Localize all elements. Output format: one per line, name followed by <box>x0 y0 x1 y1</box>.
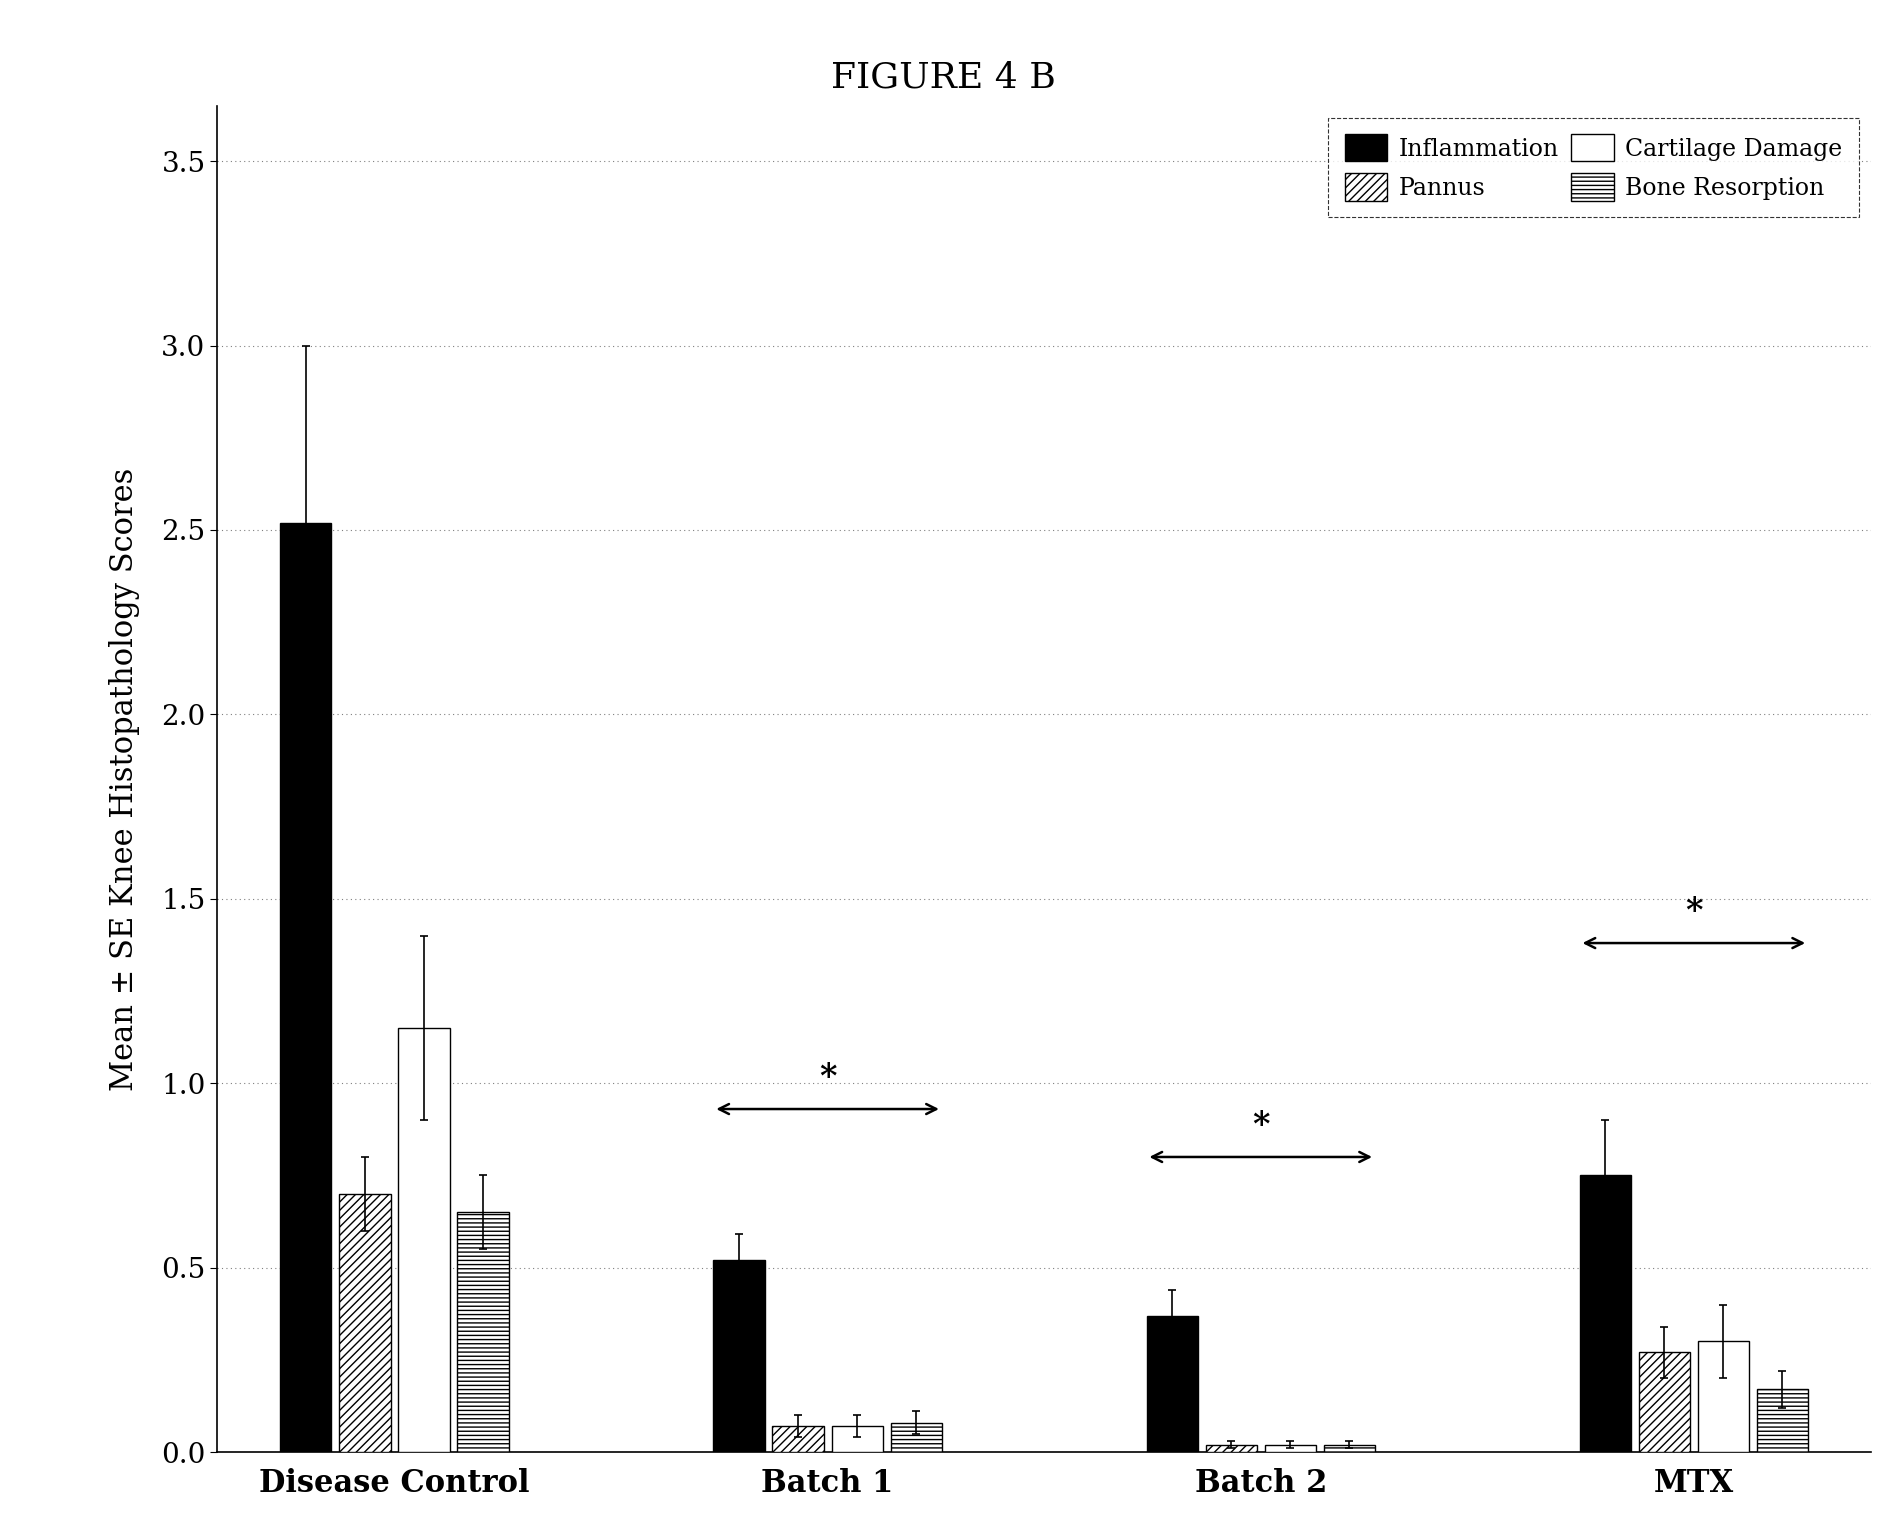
Text: FIGURE 4 B: FIGURE 4 B <box>830 61 1056 94</box>
Y-axis label: Mean ± SE Knee Histopathology Scores: Mean ± SE Knee Histopathology Scores <box>109 468 140 1090</box>
Bar <box>890 1423 941 1452</box>
Text: *: * <box>1684 895 1703 928</box>
Bar <box>1266 1444 1316 1452</box>
Bar <box>1147 1316 1198 1452</box>
Bar <box>1758 1390 1809 1452</box>
Text: *: * <box>819 1061 835 1095</box>
Bar <box>398 1028 449 1452</box>
Bar <box>713 1260 764 1452</box>
Bar <box>1639 1352 1690 1452</box>
Bar <box>1205 1444 1256 1452</box>
Bar <box>832 1426 883 1452</box>
Bar <box>773 1426 824 1452</box>
Text: *: * <box>1252 1110 1269 1142</box>
Bar <box>1580 1175 1631 1452</box>
Bar <box>281 522 332 1452</box>
Legend: Inflammation, Pannus, Cartilage Damage, Bone Resorption: Inflammation, Pannus, Cartilage Damage, … <box>1328 118 1860 217</box>
Bar <box>1697 1341 1748 1452</box>
Bar <box>1324 1444 1375 1452</box>
Bar <box>339 1195 390 1452</box>
Bar <box>458 1213 509 1452</box>
